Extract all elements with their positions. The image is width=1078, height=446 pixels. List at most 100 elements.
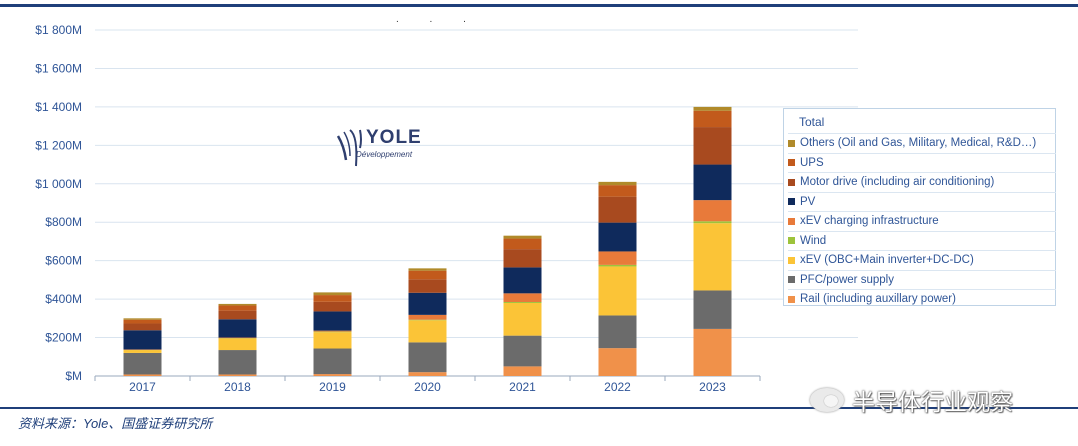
source-note: 资料来源：Yole、国盛证券研究所 <box>18 416 213 431</box>
legend-swatch <box>788 276 795 283</box>
legend-item: Others (Oil and Gas, Military, Medical, … <box>788 133 1056 152</box>
y-tick-label: $200M <box>45 331 82 345</box>
bar-segment <box>313 348 352 375</box>
legend-label: xEV (OBC+Main inverter+DC-DC) <box>800 254 974 266</box>
bar-segment <box>598 196 637 223</box>
bar-segment <box>408 268 447 271</box>
legend-swatch <box>788 139 795 147</box>
yole-logo-icon <box>336 129 362 167</box>
bar-segment <box>598 264 637 267</box>
bar-segment <box>408 319 447 321</box>
bar-segment <box>503 267 542 294</box>
bar-segment <box>503 238 542 250</box>
bar-segment <box>408 314 447 320</box>
x-tick-label: 2020 <box>414 380 441 394</box>
legend-item: xEV charging infrastructure <box>788 211 1056 230</box>
legend-swatch <box>788 217 795 225</box>
bar-segment <box>503 249 542 268</box>
legend-item: PV <box>788 191 1056 211</box>
bar-segment <box>123 318 162 320</box>
legend-label: xEV charging infrastructure <box>800 215 939 227</box>
chart-legend: Total Others (Oil and Gas, Military, Med… <box>783 108 1056 306</box>
bar-segment <box>693 164 732 201</box>
bar-segment <box>218 337 257 339</box>
bar-segment <box>313 331 352 333</box>
bar-segment <box>123 319 162 324</box>
bottom-rule <box>0 407 1078 409</box>
y-tick-label: $1 600M <box>35 61 82 75</box>
legend-label: Wind <box>800 234 827 247</box>
bar-segment <box>123 330 162 350</box>
legend-item: UPS <box>788 152 1056 172</box>
y-tick-label: $800M <box>45 215 82 229</box>
bar-segment <box>218 303 257 306</box>
y-tick-label: $600M <box>45 254 82 268</box>
bar-segment <box>598 315 637 349</box>
legend-label: Others (Oil and Gas, Military, Medical, … <box>800 137 1037 149</box>
stacked-bar-chart: $M $200M $400M $600M $800M $1 000M $1 200M $1 4… <box>35 23 858 394</box>
legend-label: PFC/power supply <box>800 273 894 286</box>
bar-segment <box>598 181 637 186</box>
y-tick-label: $1 000M <box>35 177 82 191</box>
bar-segment <box>408 372 447 376</box>
bar-segment <box>693 127 732 165</box>
bar-segment <box>693 106 732 111</box>
legend-label: UPS <box>800 156 824 169</box>
bar-segment <box>598 266 637 316</box>
legend-item: PFC/power supply <box>788 269 1056 289</box>
bar-segment <box>598 222 637 252</box>
bar-segment <box>693 200 732 222</box>
bar-segment <box>408 342 447 373</box>
bar-segment <box>693 223 732 291</box>
bar-segment <box>408 270 447 280</box>
bar-segment <box>313 295 352 302</box>
legend-label: Motor drive (including air conditioning) <box>800 176 995 188</box>
bar-segment <box>313 330 352 332</box>
legend-swatch <box>788 256 795 264</box>
legend-label: PV <box>800 195 816 208</box>
logo-subtitle: Développement <box>356 150 413 159</box>
x-tick-label: 2023 <box>699 380 726 394</box>
bar-segment <box>503 335 542 367</box>
bar-segment <box>123 352 162 375</box>
bar-segment <box>218 350 257 375</box>
bar-segment <box>218 305 257 311</box>
x-tick-label: 2017 <box>129 380 156 394</box>
x-tick-label: 2019 <box>319 380 346 394</box>
y-tick-label: $M <box>65 369 82 383</box>
x-tick-label: 2022 <box>604 380 631 394</box>
bar-segment <box>218 338 257 351</box>
bar-segment <box>598 348 637 376</box>
bar-segment <box>313 374 352 376</box>
legend-swatch <box>788 178 795 186</box>
x-tick-label: 2018 <box>224 380 251 394</box>
bar-segment <box>693 328 732 376</box>
bar-segment <box>408 279 447 293</box>
y-tick-label: $1 200M <box>35 138 82 152</box>
bar-segment <box>313 332 352 349</box>
legend-item: Rail (including auxillary power) <box>788 289 1056 308</box>
bar-segment <box>313 292 352 296</box>
x-tick-label: 2021 <box>509 380 536 394</box>
bar-segment <box>218 319 257 338</box>
bar-segment <box>313 301 352 312</box>
legend-item: Motor drive (including air conditioning) <box>788 172 1056 191</box>
legend-swatch <box>788 198 795 205</box>
legend-item: xEV (OBC+Main inverter+DC-DC) <box>788 250 1056 269</box>
bar-segment <box>408 292 447 315</box>
y-tick-label: $1 800M <box>35 23 82 37</box>
bar-segment <box>693 221 732 224</box>
watermark-text: 半导体行业观察 <box>852 390 1013 416</box>
bar-segment <box>123 374 162 376</box>
legend-item: Wind <box>788 230 1056 250</box>
bar-segment <box>693 110 732 128</box>
legend-label: Rail (including auxillary power) <box>800 293 956 305</box>
bar-segment <box>313 311 352 331</box>
y-tick-label: $400M <box>45 292 82 306</box>
logo-name: YOLE <box>366 127 422 148</box>
bar-segment <box>503 302 542 336</box>
bar-segment <box>503 366 542 376</box>
bar-segment <box>693 290 732 329</box>
bar-segment <box>503 235 542 239</box>
bar-segment <box>218 310 257 320</box>
